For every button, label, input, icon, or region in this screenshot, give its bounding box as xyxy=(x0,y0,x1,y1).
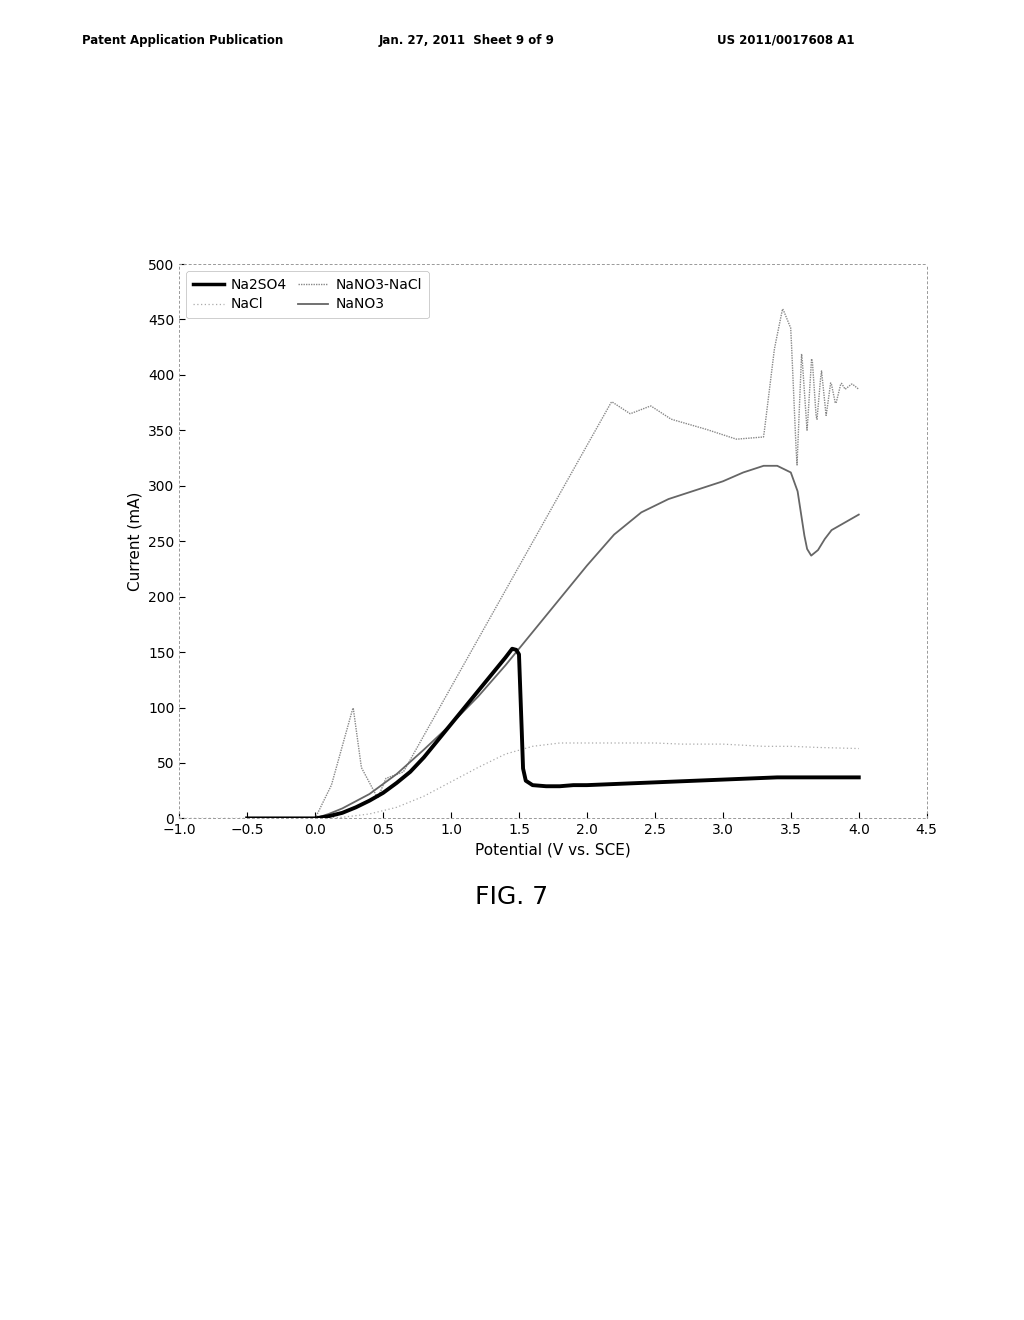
Text: Patent Application Publication: Patent Application Publication xyxy=(82,33,284,46)
Text: US 2011/0017608 A1: US 2011/0017608 A1 xyxy=(717,33,854,46)
Legend: Na2SO4, NaCl, NaNO3-NaCl, NaNO3: Na2SO4, NaCl, NaNO3-NaCl, NaNO3 xyxy=(186,271,429,318)
Text: Jan. 27, 2011  Sheet 9 of 9: Jan. 27, 2011 Sheet 9 of 9 xyxy=(379,33,555,46)
X-axis label: Potential (V vs. SCE): Potential (V vs. SCE) xyxy=(475,842,631,858)
Y-axis label: Current (mA): Current (mA) xyxy=(127,491,142,591)
Text: FIG. 7: FIG. 7 xyxy=(475,886,549,909)
